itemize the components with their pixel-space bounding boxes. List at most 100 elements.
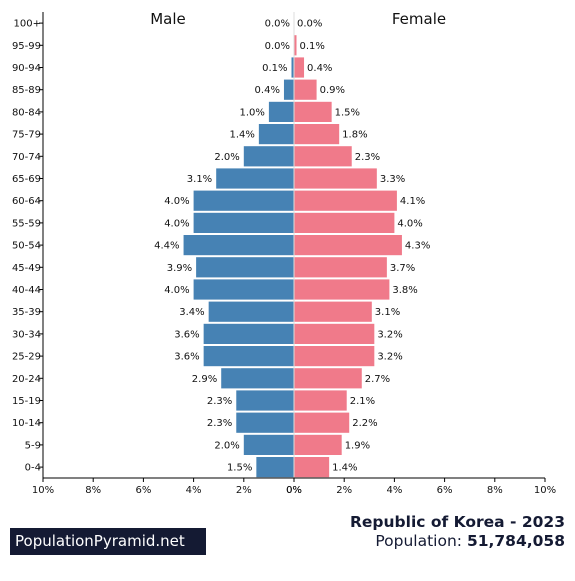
age-group-label: 50-54 <box>12 241 41 252</box>
male-x-tick-label: 10% <box>32 485 54 496</box>
female-data-label: 3.1% <box>375 307 400 318</box>
male-data-label: 2.0% <box>214 152 239 163</box>
female-bar <box>294 368 362 389</box>
female-series-title: Female <box>392 10 446 28</box>
age-group-label: 60-64 <box>12 196 41 207</box>
male-x-tick-label: 2% <box>236 485 252 496</box>
age-group-label: 80-84 <box>12 107 41 118</box>
male-data-label: 3.1% <box>187 174 212 185</box>
male-data-label: 0.1% <box>262 63 287 74</box>
age-group-label: 15-19 <box>12 396 41 407</box>
age-group-label: 35-39 <box>12 307 41 318</box>
age-group-label: 90-94 <box>12 63 41 74</box>
male-bar <box>236 390 294 411</box>
male-data-label: 4.4% <box>154 241 179 252</box>
age-group-label: 75-79 <box>12 130 41 141</box>
female-bar <box>294 346 375 367</box>
male-x-tick-label: 8% <box>85 485 101 496</box>
female-data-label: 0.9% <box>320 85 345 96</box>
male-bar <box>203 346 294 367</box>
female-bar <box>294 57 305 78</box>
age-group-label: 20-24 <box>12 374 41 385</box>
female-bar <box>294 101 332 122</box>
female-data-label: 3.7% <box>390 263 415 274</box>
male-data-label: 1.4% <box>229 130 254 141</box>
female-data-label: 4.3% <box>405 241 430 252</box>
age-group-label: 55-59 <box>12 218 41 229</box>
female-bar <box>294 390 347 411</box>
male-bar <box>256 457 294 478</box>
male-data-label: 2.3% <box>207 396 232 407</box>
male-bar <box>258 124 294 145</box>
age-group-label: 70-74 <box>12 152 41 163</box>
female-bar <box>294 434 342 455</box>
female-x-tick-label: 10% <box>534 485 556 496</box>
male-data-label: 4.0% <box>164 285 189 296</box>
age-group-label: 25-29 <box>12 352 41 363</box>
male-data-label: 0.4% <box>255 85 280 96</box>
male-data-label: 2.9% <box>192 374 217 385</box>
female-data-label: 2.2% <box>352 418 377 429</box>
age-group-label: 95-99 <box>12 41 41 52</box>
population-value: 51,784,058 <box>466 532 565 550</box>
female-bar <box>294 168 377 189</box>
male-bar <box>283 79 294 100</box>
female-data-label: 3.2% <box>377 352 402 363</box>
female-data-label: 0.4% <box>307 63 332 74</box>
male-data-label: 2.0% <box>214 440 239 451</box>
male-x-tick-label: 6% <box>135 485 151 496</box>
male-bar <box>193 212 294 233</box>
male-data-label: 0.0% <box>265 41 290 52</box>
female-data-label: 2.3% <box>355 152 380 163</box>
male-bar <box>243 434 294 455</box>
brand-label[interactable]: PopulationPyramid.net <box>10 528 206 555</box>
population-label: Population: <box>375 532 467 550</box>
female-bar <box>294 212 395 233</box>
female-data-label: 3.2% <box>377 329 402 340</box>
male-x-tick-label: 0% <box>286 485 302 496</box>
female-bar <box>294 412 350 433</box>
female-x-tick-label: 8% <box>487 485 503 496</box>
male-data-label: 0.0% <box>265 19 290 30</box>
female-data-label: 1.4% <box>332 463 357 474</box>
age-group-label: 85-89 <box>12 85 41 96</box>
female-data-label: 1.8% <box>342 130 367 141</box>
male-bar <box>221 368 294 389</box>
male-data-label: 3.9% <box>167 263 192 274</box>
female-bar <box>294 235 402 256</box>
female-data-label: 4.1% <box>400 196 425 207</box>
female-bar <box>294 146 352 167</box>
female-data-label: 0.0% <box>297 19 322 30</box>
male-data-label: 3.6% <box>174 329 199 340</box>
female-data-label: 1.9% <box>345 440 370 451</box>
female-bar <box>294 301 372 322</box>
male-bar <box>193 190 294 211</box>
female-bar <box>294 124 340 145</box>
female-data-label: 3.3% <box>380 174 405 185</box>
male-bar <box>203 323 294 344</box>
male-bar <box>208 301 294 322</box>
female-data-label: 4.0% <box>397 218 422 229</box>
female-data-label: 0.1% <box>300 41 325 52</box>
female-data-label: 2.1% <box>350 396 375 407</box>
male-x-tick-label: 4% <box>186 485 202 496</box>
age-group-label: 30-34 <box>12 329 41 340</box>
age-group-label: 40-44 <box>12 285 41 296</box>
male-data-label: 2.3% <box>207 418 232 429</box>
male-bar <box>216 168 294 189</box>
male-series-title: Male <box>150 10 186 28</box>
male-bar <box>193 279 294 300</box>
male-bar <box>183 235 294 256</box>
male-bar <box>268 101 294 122</box>
female-data-label: 2.7% <box>365 374 390 385</box>
male-bar <box>196 257 294 278</box>
female-bar <box>294 190 397 211</box>
female-bar <box>294 257 387 278</box>
female-bar <box>294 279 390 300</box>
female-x-tick-label: 4% <box>386 485 402 496</box>
female-data-label: 3.8% <box>392 285 417 296</box>
male-data-label: 1.0% <box>239 107 264 118</box>
female-x-tick-label: 2% <box>336 485 352 496</box>
age-group-label: 65-69 <box>12 174 41 185</box>
age-group-label: 100+ <box>14 19 41 30</box>
